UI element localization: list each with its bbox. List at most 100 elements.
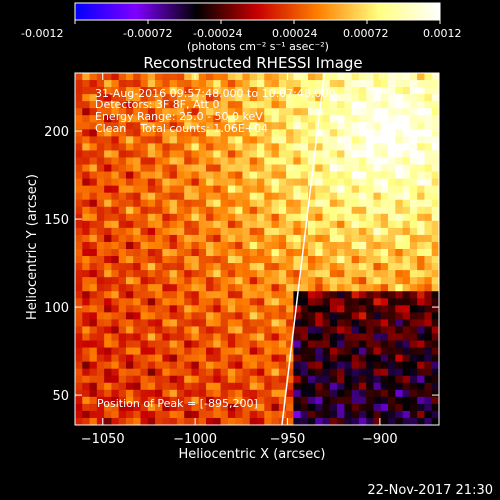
heatmap-pixel (227, 115, 236, 123)
heatmap-pixel (220, 396, 229, 405)
heatmap-pixel (278, 284, 287, 292)
heatmap-pixel (133, 347, 141, 355)
heatmap-pixel (417, 354, 425, 363)
heatmap-pixel (307, 206, 316, 215)
heatmap-pixel (169, 115, 178, 123)
heatmap-pixel (118, 206, 127, 215)
heatmap-pixel (431, 129, 440, 137)
heatmap-pixel (213, 73, 221, 81)
heatmap-pixel (257, 263, 265, 271)
heatmap-pixel (213, 396, 221, 405)
heatmap-pixel (373, 178, 382, 187)
heatmap-pixel (242, 192, 251, 201)
heatmap-pixel (409, 396, 418, 405)
heatmap-pixel (307, 227, 316, 236)
heatmap-pixel (315, 192, 323, 201)
heatmap-pixel (118, 171, 127, 179)
heatmap-pixel (104, 227, 112, 236)
heatmap-pixel (424, 333, 433, 341)
heatmap-pixel (111, 417, 120, 426)
heatmap-pixel (307, 263, 316, 271)
heatmap-pixel (388, 354, 396, 363)
heatmap-pixel (169, 277, 178, 285)
heatmap-pixel (220, 213, 229, 222)
heatmap-pixel (220, 340, 229, 348)
heatmap-pixel (300, 143, 309, 151)
heatmap-pixel (329, 192, 338, 201)
heatmap-pixel (264, 354, 272, 363)
heatmap-pixel (206, 375, 214, 384)
heatmap-pixel (125, 171, 134, 179)
heatmap-pixel (409, 333, 418, 341)
heatmap-pixel (111, 206, 120, 215)
heatmap-pixel (373, 234, 382, 243)
heatmap-pixel (213, 312, 221, 320)
heatmap-pixel (176, 389, 185, 398)
heatmap-pixel (409, 389, 418, 398)
heatmap-pixel (169, 256, 178, 264)
heatmap-pixel (213, 220, 221, 229)
heatmap-pixel (242, 333, 251, 341)
heatmap-pixel (257, 185, 265, 194)
heatmap-pixel (169, 157, 178, 165)
heatmap-pixel (191, 115, 200, 123)
heatmap-pixel (213, 234, 221, 243)
heatmap-pixel (286, 192, 294, 201)
heatmap-pixel (133, 256, 141, 264)
heatmap-pixel (351, 73, 360, 81)
heatmap-pixel (89, 340, 98, 348)
heatmap-pixel (125, 340, 134, 348)
heatmap-pixel (322, 389, 331, 398)
heatmap-pixel (198, 361, 207, 370)
heatmap-pixel (264, 382, 272, 391)
heatmap-pixel (206, 347, 214, 355)
heatmap-pixel (191, 256, 200, 264)
heatmap-pixel (286, 270, 294, 278)
heatmap-pixel (104, 263, 112, 271)
heatmap-pixel (388, 291, 396, 299)
heatmap-pixel (111, 277, 120, 285)
heatmap-pixel (424, 101, 433, 109)
heatmap-pixel (220, 382, 229, 391)
heatmap-pixel (162, 319, 171, 327)
heatmap-pixel (257, 326, 265, 334)
heatmap-pixel (278, 298, 287, 306)
heatmap-pixel (82, 410, 90, 419)
heatmap-pixel (388, 340, 396, 348)
heatmap-pixel (388, 178, 396, 187)
heatmap-pixel (344, 164, 353, 172)
heatmap-pixel (278, 256, 287, 264)
heatmap-pixel (213, 192, 221, 201)
heatmap-pixel (424, 150, 433, 158)
heatmap-pixel (176, 241, 185, 250)
heatmap-pixel (147, 354, 156, 363)
heatmap-pixel (293, 220, 302, 229)
heatmap-pixel (351, 410, 360, 419)
heatmap-pixel (140, 171, 149, 179)
heatmap-pixel (315, 213, 323, 222)
heatmap-pixel (329, 80, 338, 88)
heatmap-pixel (388, 403, 396, 412)
heatmap-pixel (249, 340, 258, 348)
heatmap-pixel (96, 312, 105, 320)
heatmap-pixel (257, 129, 265, 137)
heatmap-pixel (329, 206, 338, 215)
heatmap-pixel (257, 192, 265, 201)
heatmap-pixel (125, 150, 134, 158)
heatmap-pixel (96, 305, 105, 313)
heatmap-pixel (111, 94, 120, 102)
heatmap-pixel (307, 234, 316, 243)
heatmap-pixel (169, 178, 178, 187)
heatmap-pixel (155, 157, 163, 165)
heatmap-pixel (220, 108, 229, 116)
heatmap-pixel (162, 298, 171, 306)
heatmap-pixel (155, 403, 163, 412)
heatmap-pixel (75, 319, 83, 327)
heatmap-pixel (286, 263, 294, 271)
heatmap-pixel (344, 129, 353, 137)
heatmap-pixel (213, 305, 221, 313)
heatmap-pixel (431, 375, 440, 384)
heatmap-pixel (169, 305, 178, 313)
heatmap-pixel (358, 368, 367, 377)
heatmap-pixel (191, 263, 200, 271)
